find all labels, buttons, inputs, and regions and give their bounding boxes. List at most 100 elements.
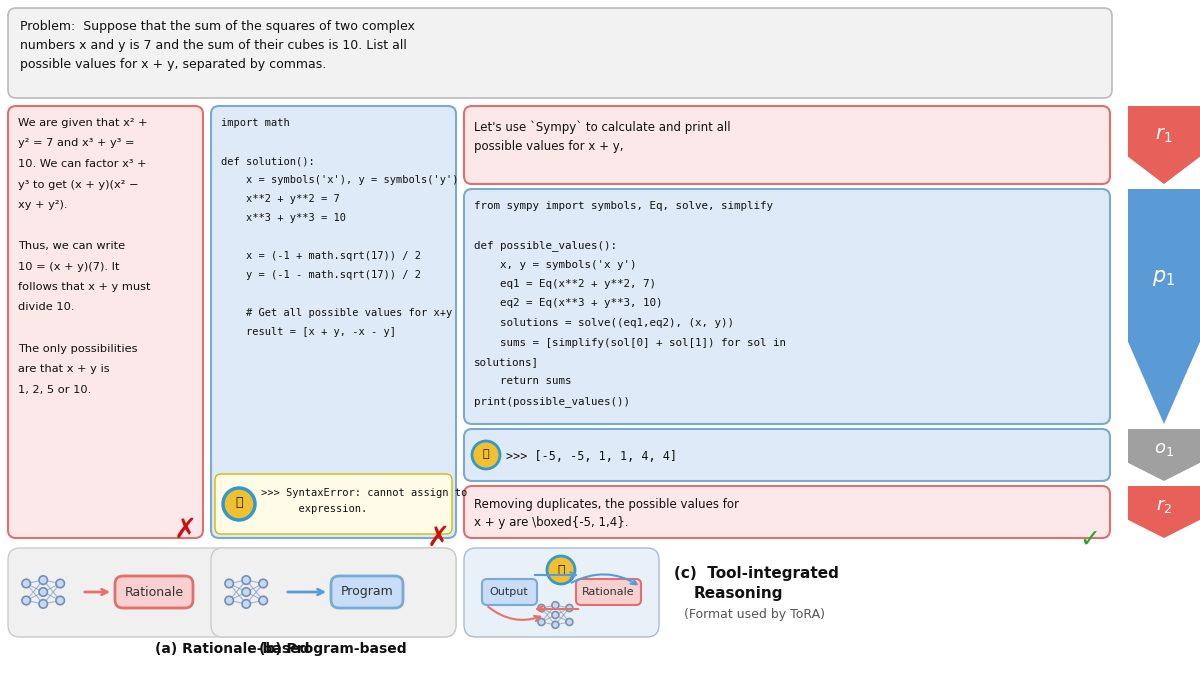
FancyBboxPatch shape [8,8,1112,98]
Circle shape [538,618,545,625]
Text: Removing duplicates, the possible values for: Removing duplicates, the possible values… [474,498,739,511]
Circle shape [242,576,251,584]
FancyBboxPatch shape [576,579,641,605]
Text: y² = 7 and x³ + y³ =: y² = 7 and x³ + y³ = [18,139,134,149]
Circle shape [552,621,559,629]
Circle shape [547,556,575,584]
Text: $o_1$: $o_1$ [1154,439,1174,458]
Text: x + y are \boxed{-5, 1,4}.: x + y are \boxed{-5, 1,4}. [474,516,629,529]
FancyBboxPatch shape [211,106,456,538]
Text: We are given that x² +: We are given that x² + [18,118,148,128]
Circle shape [224,596,234,605]
FancyBboxPatch shape [215,474,452,534]
Text: expression.: expression. [262,504,367,514]
Text: def possible_values():: def possible_values(): [474,240,617,251]
Text: sums = [simplify(sol[0] + sol[1]) for sol in: sums = [simplify(sol[0] + sol[1]) for so… [474,337,786,347]
Circle shape [56,596,65,605]
Text: ✓: ✓ [1080,528,1100,552]
Circle shape [538,604,545,612]
FancyBboxPatch shape [331,576,403,608]
FancyBboxPatch shape [464,189,1110,424]
Text: 🐍: 🐍 [557,563,565,577]
Text: y³ to get (x + y)(x² −: y³ to get (x + y)(x² − [18,180,138,190]
Text: $p_1$: $p_1$ [1152,269,1176,288]
FancyBboxPatch shape [464,548,659,637]
Text: eq2 = Eq(x**3 + y**3, 10): eq2 = Eq(x**3 + y**3, 10) [474,299,662,308]
Text: 🐍: 🐍 [235,497,242,509]
Text: Let's use `Sympy` to calculate and print all: Let's use `Sympy` to calculate and print… [474,120,731,133]
Circle shape [242,588,251,596]
FancyBboxPatch shape [8,106,203,538]
Text: eq1 = Eq(x**2 + y**2, 7): eq1 = Eq(x**2 + y**2, 7) [474,279,656,289]
Text: divide 10.: divide 10. [18,302,74,312]
Text: >>> SyntaxError: cannot assign to: >>> SyntaxError: cannot assign to [262,488,467,498]
FancyBboxPatch shape [464,486,1110,538]
Polygon shape [1128,189,1200,424]
Text: 🐍: 🐍 [482,449,490,459]
FancyBboxPatch shape [8,548,456,637]
Text: Problem:  Suppose that the sum of the squares of two complex: Problem: Suppose that the sum of the squ… [20,20,415,33]
Text: numbers x and y is 7 and the sum of their cubes is 10. List all: numbers x and y is 7 and the sum of thei… [20,39,407,52]
Circle shape [22,579,30,588]
Text: xy + y²).: xy + y²). [18,200,67,210]
Circle shape [242,600,251,608]
Circle shape [22,596,30,605]
Circle shape [552,602,559,608]
Text: def solution():: def solution(): [221,156,314,166]
Text: x = (-1 + math.sqrt(17)) / 2: x = (-1 + math.sqrt(17)) / 2 [221,251,421,261]
Circle shape [552,612,559,618]
Text: import math: import math [221,118,289,128]
Circle shape [223,488,256,520]
Text: ✗: ✗ [426,524,450,552]
Text: $r_1$: $r_1$ [1156,126,1172,145]
Circle shape [472,441,500,469]
FancyBboxPatch shape [115,576,193,608]
Text: 1, 2, 5 or 10.: 1, 2, 5 or 10. [18,384,91,394]
Text: result = [x + y, -x - y]: result = [x + y, -x - y] [221,327,396,337]
Circle shape [56,579,65,588]
Polygon shape [1128,486,1200,538]
Text: are that x + y is: are that x + y is [18,364,109,374]
Text: print(possible_values()): print(possible_values()) [474,396,630,407]
Text: y = (-1 - math.sqrt(17)) / 2: y = (-1 - math.sqrt(17)) / 2 [221,270,421,280]
FancyBboxPatch shape [464,429,1110,481]
FancyBboxPatch shape [211,548,456,637]
Text: The only possibilities: The only possibilities [18,343,138,353]
Text: (b) Program-based: (b) Program-based [259,642,407,656]
Text: 10. We can factor x³ +: 10. We can factor x³ + [18,159,146,169]
Circle shape [224,579,234,588]
Text: (c)  Tool-integrated: (c) Tool-integrated [674,566,839,581]
FancyBboxPatch shape [464,106,1110,184]
Circle shape [38,588,48,596]
Text: solutions]: solutions] [474,357,539,367]
Circle shape [566,604,572,612]
Text: Program: Program [341,586,394,598]
Text: solutions = solve((eq1,eq2), (x, y)): solutions = solve((eq1,eq2), (x, y)) [474,318,734,328]
Polygon shape [1128,429,1200,481]
Circle shape [259,579,268,588]
FancyBboxPatch shape [482,579,538,605]
Polygon shape [1128,106,1200,184]
Text: possible values for x + y,: possible values for x + y, [474,140,624,153]
Text: Reasoning: Reasoning [694,586,784,601]
Text: 10 = (x + y)(7). It: 10 = (x + y)(7). It [18,262,120,271]
Text: ✗: ✗ [173,516,197,544]
Text: Thus, we can write: Thus, we can write [18,241,125,251]
Text: (Format used by ToRA): (Format used by ToRA) [684,608,826,621]
Text: x, y = symbols('x y'): x, y = symbols('x y') [474,260,636,269]
Circle shape [566,618,572,625]
Text: Output: Output [490,587,528,597]
Text: x = symbols('x'), y = symbols('y'): x = symbols('x'), y = symbols('y') [221,175,458,185]
Text: possible values for x + y, separated by commas.: possible values for x + y, separated by … [20,58,326,71]
Text: Rationale: Rationale [125,586,184,598]
Circle shape [38,576,48,584]
Text: # Get all possible values for x+y: # Get all possible values for x+y [221,308,452,318]
Circle shape [38,600,48,608]
Text: return sums: return sums [474,376,571,386]
Circle shape [259,596,268,605]
Text: $r_2$: $r_2$ [1156,497,1172,515]
Text: from sympy import symbols, Eq, solve, simplify: from sympy import symbols, Eq, solve, si… [474,201,773,211]
Text: x**3 + y**3 = 10: x**3 + y**3 = 10 [221,213,346,223]
Text: follows that x + y must: follows that x + y must [18,282,150,292]
Text: (a) Rationale-based: (a) Rationale-based [155,642,310,656]
